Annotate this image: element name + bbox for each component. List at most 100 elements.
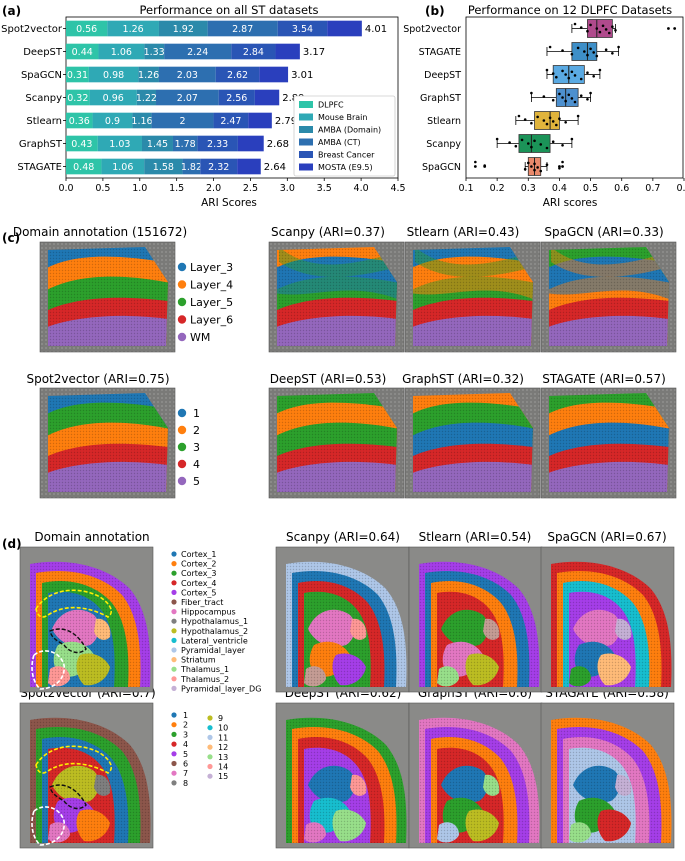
chart-a-total-label: 2.79 — [275, 116, 297, 127]
chart-a-bar-segment — [66, 66, 89, 83]
d-legend-marker — [171, 551, 177, 557]
brain-spot-mesh — [551, 561, 672, 687]
chart-b-point — [533, 139, 536, 143]
chart-a-bar-segment — [107, 20, 159, 37]
tissue-spot-mesh — [277, 247, 397, 346]
brain-plot — [408, 702, 543, 849]
d-legend-marker — [171, 760, 177, 767]
d-legend-label: Pyramidal_layer_DG — [181, 684, 261, 693]
chart-a-bar-segment — [172, 135, 198, 152]
brain-regions — [419, 561, 540, 687]
c-title-5: Spot2vector (ARI=0.75) — [26, 372, 169, 386]
chart-a-data-label: 2.87 — [232, 24, 253, 35]
d-legend-label: 12 — [218, 743, 228, 752]
chart-b-point — [539, 169, 543, 173]
chart-a-bar-segment — [144, 43, 165, 60]
chart-a-data-label: 2.56 — [226, 93, 247, 104]
d-legend-marker — [171, 676, 177, 682]
tissue-spot-mesh — [413, 247, 533, 346]
chart-b-point — [526, 142, 530, 145]
chart-b-flier — [667, 27, 670, 30]
chart-b-point — [551, 120, 555, 123]
d-legend-label: Striatum — [181, 656, 216, 665]
chart-b-flier — [473, 165, 477, 168]
panel-label-b: (b) — [425, 4, 445, 18]
chart-a-legend-swatch — [299, 113, 313, 121]
chart-a-bar-segment — [88, 66, 139, 83]
chart-b-xtick-label: 0.5 — [583, 183, 598, 194]
chart-b-point — [579, 26, 583, 29]
chart-b-point — [545, 122, 549, 126]
brain-spot-mesh — [30, 717, 151, 843]
d-legend-label: Thalamus_1 — [180, 665, 229, 674]
tissue-bands — [549, 393, 669, 492]
c-legend-marker — [177, 315, 187, 324]
brain-spot-mesh — [286, 561, 407, 687]
chart-a-bar-segment — [136, 89, 157, 106]
d-legend-marker — [171, 780, 177, 786]
chart-a-data-label: 1.06 — [111, 47, 132, 58]
c-title-1: Domain annotation (151672) — [13, 225, 187, 239]
chart-a-data-label: 1.33 — [144, 47, 165, 58]
c-legend-marker — [177, 297, 187, 307]
chart-b-point — [548, 116, 552, 120]
chart-a-data-label: 2.62 — [227, 70, 248, 81]
chart-b-category-label: DeepST — [424, 70, 461, 81]
chart-a-data-label: 0.32 — [67, 93, 88, 104]
chart-b-point — [520, 138, 524, 142]
chart-b-category-label: SpaGCN — [422, 162, 461, 173]
chart-b-point — [579, 94, 583, 97]
chart-b-point — [523, 167, 527, 171]
chart-b-point — [595, 54, 599, 58]
d-legend-label: 13 — [218, 753, 228, 762]
chart-a-data-label: 1.22 — [136, 93, 157, 104]
c-title-6: DeepST (ARI=0.53) — [270, 372, 387, 386]
chart-a-category-label: Stlearn — [26, 116, 62, 127]
chart-a-data-label: 1.06 — [112, 162, 133, 173]
brain-spot-mesh — [419, 561, 540, 687]
chart-b-point — [567, 93, 571, 97]
chart-a-legend-swatch — [299, 151, 313, 158]
d-legend-marker — [171, 570, 177, 576]
chart-a-data-label: 0.98 — [103, 70, 124, 81]
d-legend-label: 6 — [183, 760, 188, 769]
chart-b-point — [583, 50, 586, 53]
chart-a-bar-segment — [158, 66, 216, 83]
chart-a-legend-label: Breast Cancer — [318, 151, 375, 160]
chart-a-legend-label: DLPFC — [318, 101, 344, 110]
brain-spot-mesh — [30, 561, 151, 687]
brain-plot — [275, 546, 410, 693]
chart-b-point — [573, 22, 577, 26]
c-title-8: STAGATE (ARI=0.57) — [542, 372, 666, 386]
c-legend-label: WM — [190, 331, 210, 344]
chart-a-bar-segment — [218, 89, 255, 106]
d-legend-marker — [171, 712, 177, 718]
tissue-spot-mesh — [413, 393, 533, 492]
chart-b-flier — [673, 27, 677, 30]
chart-a-data-label: 0.9 — [105, 116, 120, 127]
chart-b-point — [601, 24, 605, 28]
chart-a-title: Performance on all ST datasets — [139, 3, 318, 17]
d-legend-marker — [207, 744, 213, 750]
c-legend-clusters: 1 2 3 4 5 — [177, 407, 200, 488]
tissue-bands — [277, 393, 397, 492]
chart-b-box — [534, 111, 560, 130]
chart-a-bar-segment — [89, 89, 137, 106]
chart-b-flier — [558, 165, 561, 168]
c-legend-marker — [177, 442, 187, 452]
chart-a-bar-segment — [254, 89, 280, 106]
chart-a-category-label: Spot2vector — [1, 24, 63, 35]
highlight-outline-black — [49, 784, 87, 810]
tissue-plot — [268, 241, 405, 353]
chart-a-xtick-label: 0.5 — [95, 183, 110, 194]
chart-a-bar-segment — [101, 158, 145, 175]
d-legend-marker — [207, 763, 213, 770]
chart-b-point — [589, 47, 592, 51]
chart-a-total-label: 4.01 — [365, 24, 387, 35]
c-legend-marker — [177, 332, 187, 342]
chart-a-bar-segment — [141, 135, 173, 152]
chart-a-legend-swatch — [299, 126, 313, 133]
chart-a-data-label: 2 — [180, 116, 186, 127]
tissue-bands — [413, 393, 533, 492]
chart-a-bar-segment — [92, 112, 133, 129]
